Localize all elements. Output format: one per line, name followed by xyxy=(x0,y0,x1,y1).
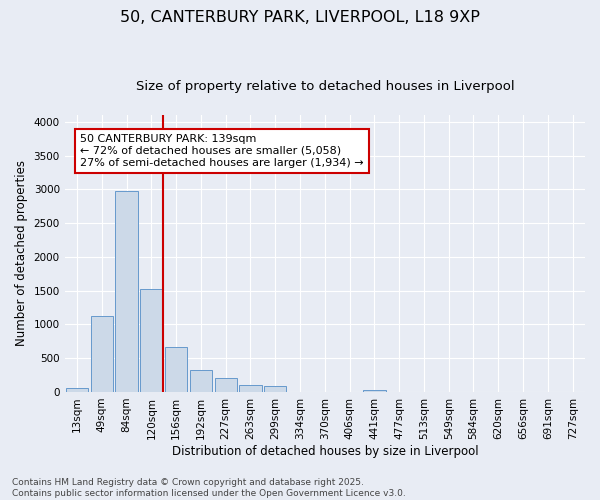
Text: 50 CANTERBURY PARK: 139sqm
← 72% of detached houses are smaller (5,058)
27% of s: 50 CANTERBURY PARK: 139sqm ← 72% of deta… xyxy=(80,134,364,168)
Bar xyxy=(190,370,212,392)
X-axis label: Distribution of detached houses by size in Liverpool: Distribution of detached houses by size … xyxy=(172,444,478,458)
Bar xyxy=(140,288,163,392)
Bar xyxy=(91,316,113,392)
Bar xyxy=(66,388,88,392)
Bar xyxy=(215,378,237,392)
Bar xyxy=(264,386,286,392)
Bar xyxy=(363,390,386,392)
Title: Size of property relative to detached houses in Liverpool: Size of property relative to detached ho… xyxy=(136,80,514,93)
Bar xyxy=(239,385,262,392)
Bar xyxy=(115,192,138,392)
Text: 50, CANTERBURY PARK, LIVERPOOL, L18 9XP: 50, CANTERBURY PARK, LIVERPOOL, L18 9XP xyxy=(120,10,480,25)
Y-axis label: Number of detached properties: Number of detached properties xyxy=(15,160,28,346)
Bar xyxy=(165,348,187,392)
Text: Contains HM Land Registry data © Crown copyright and database right 2025.
Contai: Contains HM Land Registry data © Crown c… xyxy=(12,478,406,498)
